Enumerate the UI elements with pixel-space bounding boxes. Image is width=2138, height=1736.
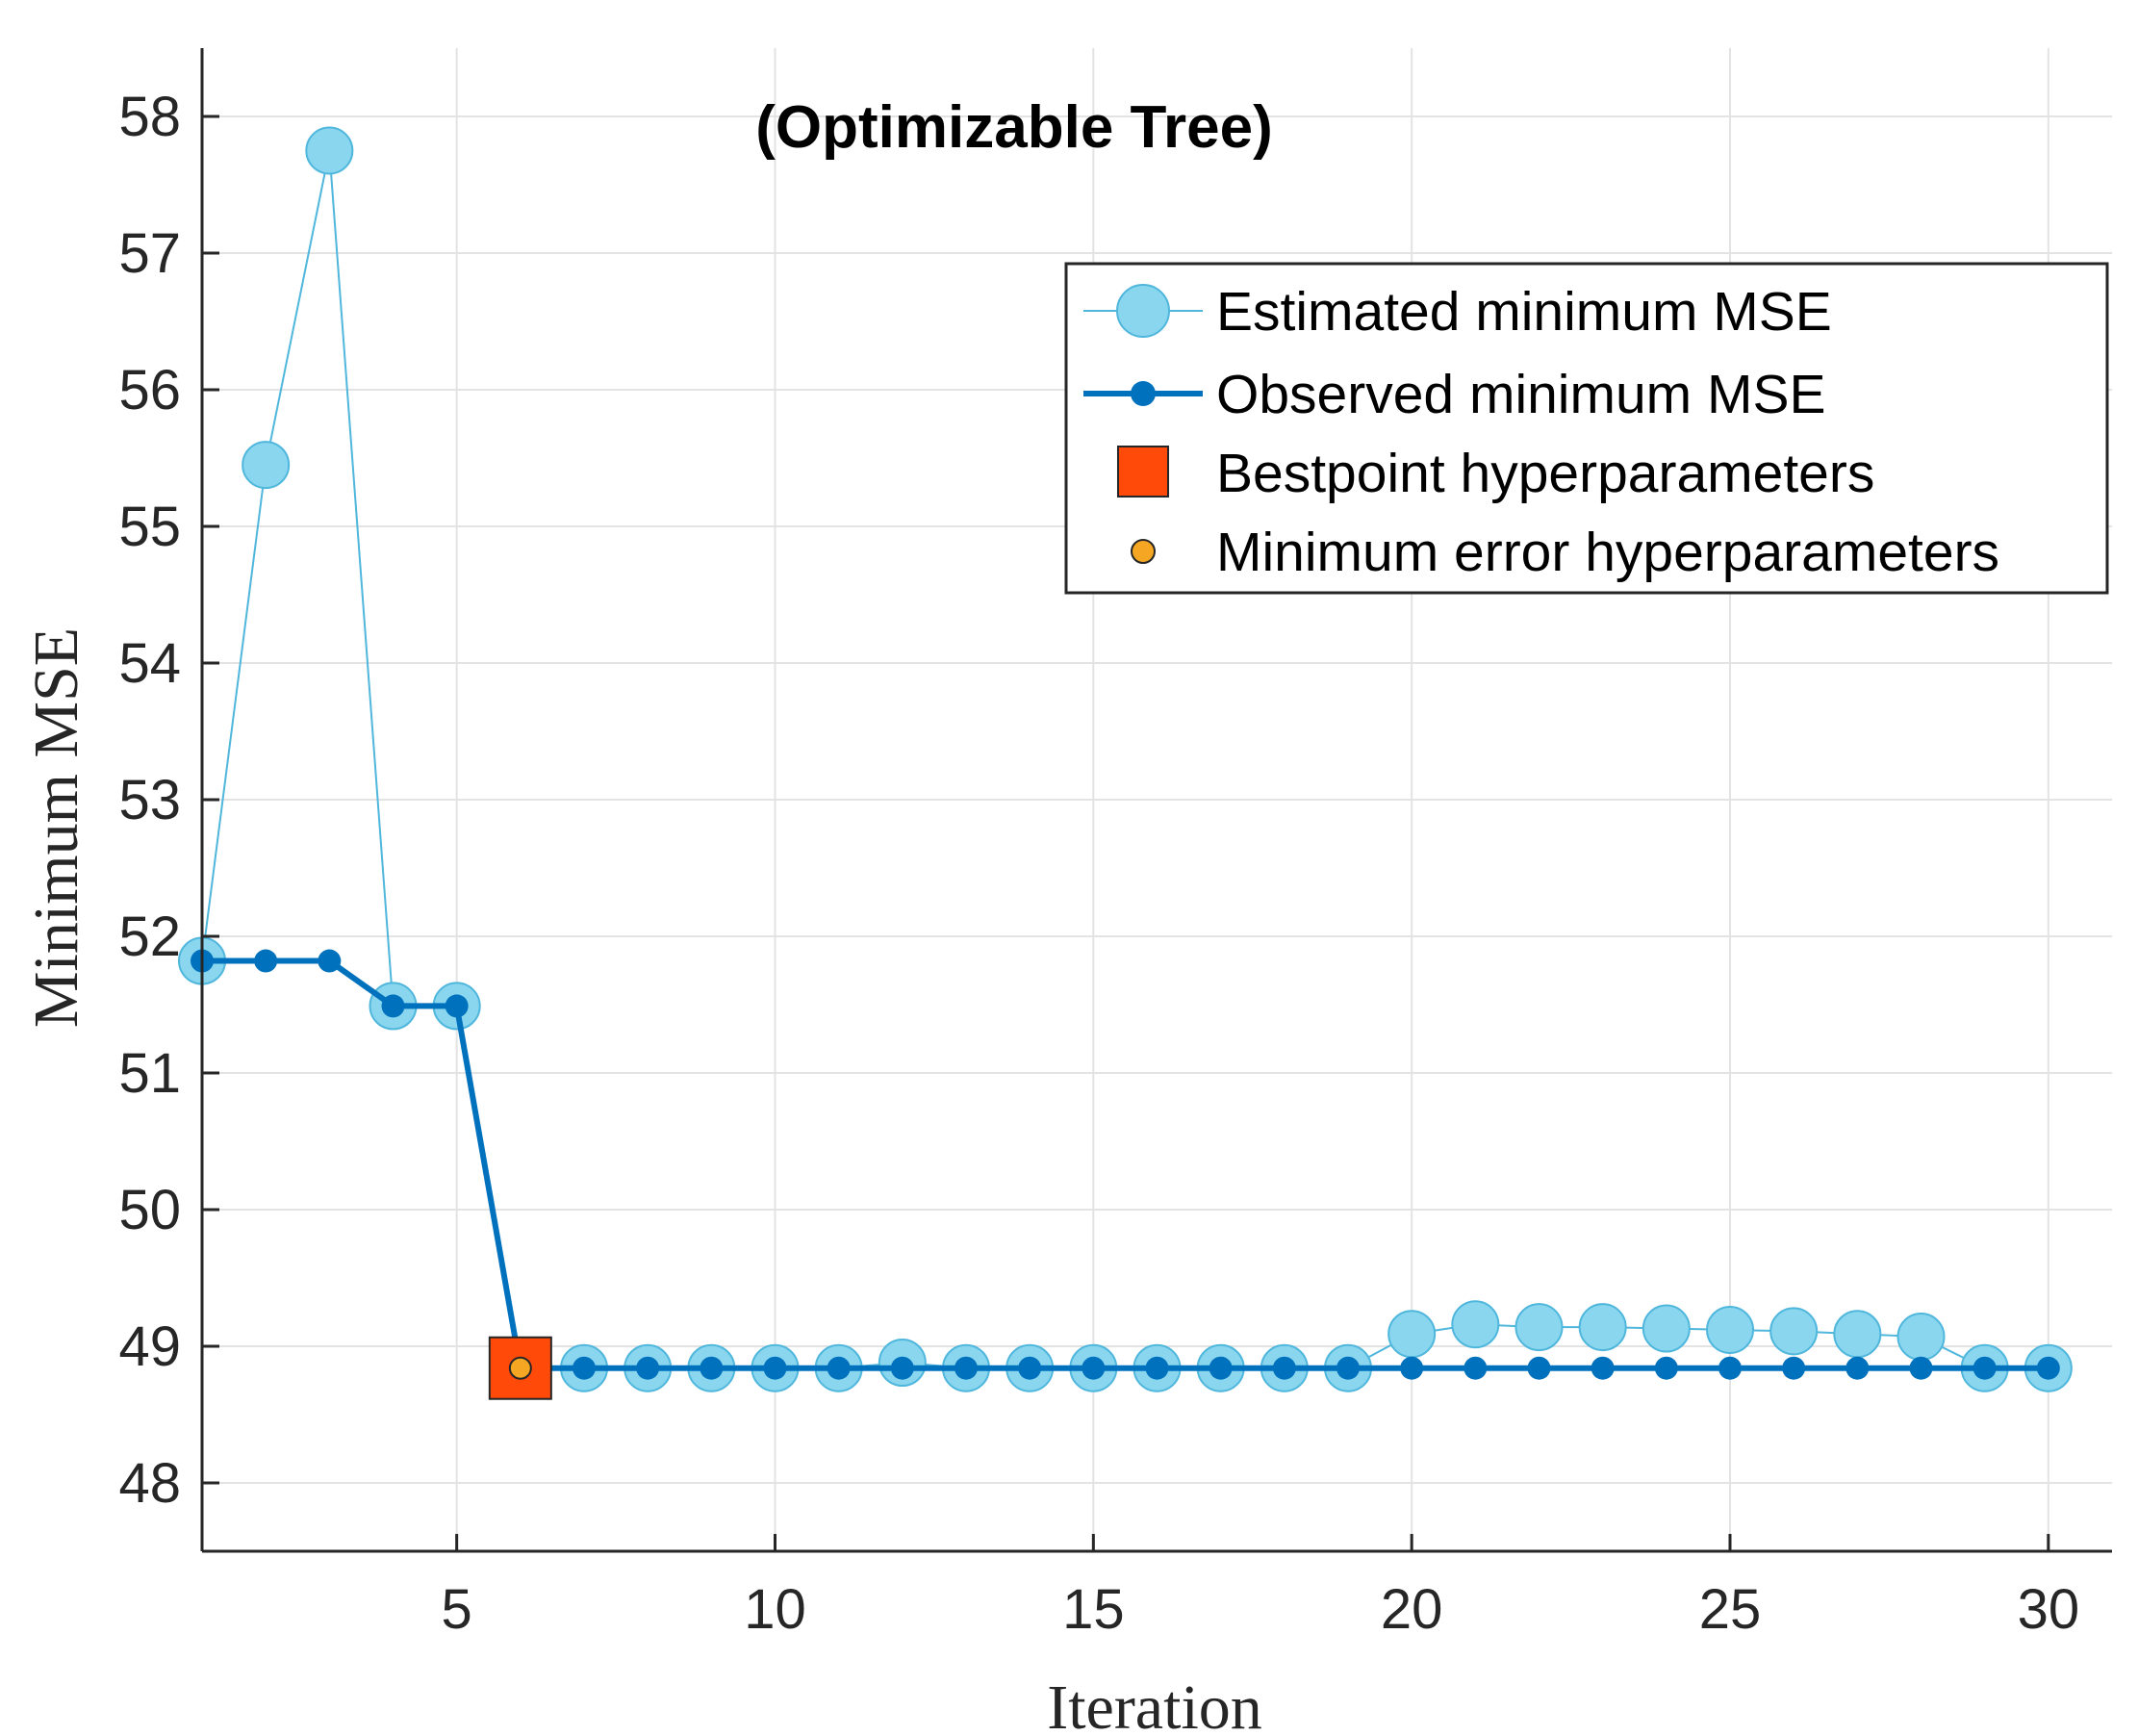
observed-point [2036, 1356, 2060, 1380]
x-tick-label: 5 [442, 1578, 472, 1641]
observed-point [1082, 1356, 1106, 1380]
axes [200, 48, 2112, 1553]
observed-point [1654, 1356, 1678, 1380]
estimated-point [1514, 1303, 1564, 1352]
legend-estimated-label: Estimated minimum MSE [1216, 281, 1832, 343]
estimated-point [1896, 1313, 1946, 1362]
observed-point [1591, 1356, 1615, 1380]
estimated-point [1451, 1300, 1500, 1349]
legend: Estimated minimum MSE Observed minimum M… [1064, 262, 2109, 595]
observed-point [1018, 1356, 1042, 1380]
observed-point [1718, 1356, 1742, 1380]
x-tick-label: 20 [1381, 1578, 1443, 1641]
x-tick-label: 10 [744, 1578, 806, 1641]
y-tick-label: 53 [118, 769, 181, 831]
legend-box [1064, 262, 2109, 595]
observed-point [1145, 1356, 1169, 1380]
observed-point [1909, 1356, 1933, 1380]
legend-bestpoint-marker [1117, 446, 1169, 498]
observed-point [763, 1356, 787, 1380]
observed-point [1400, 1356, 1424, 1380]
observed-point [1336, 1356, 1360, 1380]
y-tick-label: 48 [118, 1452, 181, 1515]
estimated-point [1833, 1310, 1882, 1359]
tick-labels: 5 10 15 20 25 30 48 49 50 51 52 53 54 55 56 57 58 [118, 86, 2079, 1641]
y-tick-label: 57 [118, 222, 181, 285]
estimated-point [1578, 1303, 1627, 1352]
chart-title: (Optimizable Tree) [755, 94, 1272, 161]
observed-point [700, 1356, 724, 1380]
observed-point [827, 1356, 851, 1380]
observed-point [573, 1356, 596, 1380]
y-tick-label: 49 [118, 1315, 181, 1378]
observed-point [1845, 1356, 1870, 1380]
estimated-point [242, 441, 291, 490]
observed-point [1209, 1356, 1233, 1380]
y-axis-label: Minimum MSE [21, 627, 91, 1028]
legend-observed-marker [1131, 381, 1156, 406]
legend-observed-label: Observed minimum MSE [1216, 364, 1826, 425]
legend-min-error-label: Minimum error hyperparameters [1216, 522, 1999, 583]
legend-bestpoint-label: Bestpoint hyperparameters [1216, 443, 1874, 504]
estimated-point [1387, 1310, 1437, 1359]
observed-point [1527, 1356, 1551, 1380]
observed-point [1464, 1356, 1488, 1380]
x-tick-label: 15 [1062, 1578, 1125, 1641]
estimated-point [1769, 1307, 1819, 1356]
observed-point [1973, 1356, 1997, 1380]
special-markers [488, 1336, 552, 1400]
observed-point [254, 949, 278, 973]
y-tick-label: 54 [118, 632, 181, 695]
observed-point [636, 1356, 660, 1380]
y-tick-label: 52 [118, 906, 181, 968]
observed-point [381, 994, 405, 1018]
y-tick-label: 56 [118, 359, 181, 421]
x-tick-label: 30 [2018, 1578, 2080, 1641]
observed-point [890, 1356, 914, 1380]
estimated-point [1642, 1304, 1691, 1353]
observed-series [191, 949, 2060, 1380]
legend-estimated-marker [1116, 284, 1170, 338]
estimated-point [1706, 1305, 1754, 1354]
observed-point [954, 1356, 978, 1380]
y-tick-label: 58 [118, 86, 181, 148]
y-tick-label: 51 [118, 1042, 181, 1105]
observed-point [318, 949, 342, 973]
legend-min-error-marker [1131, 539, 1156, 564]
min-error-marker [508, 1356, 532, 1380]
observed-point [445, 994, 469, 1018]
x-tick-label: 25 [1699, 1578, 1762, 1641]
y-tick-label: 55 [118, 496, 181, 558]
observed-point [1272, 1356, 1296, 1380]
x-axis-label: Iteration [1047, 1672, 1262, 1736]
estimated-point [305, 126, 354, 175]
observed-point [1782, 1356, 1806, 1380]
y-tick-label: 50 [118, 1179, 181, 1241]
